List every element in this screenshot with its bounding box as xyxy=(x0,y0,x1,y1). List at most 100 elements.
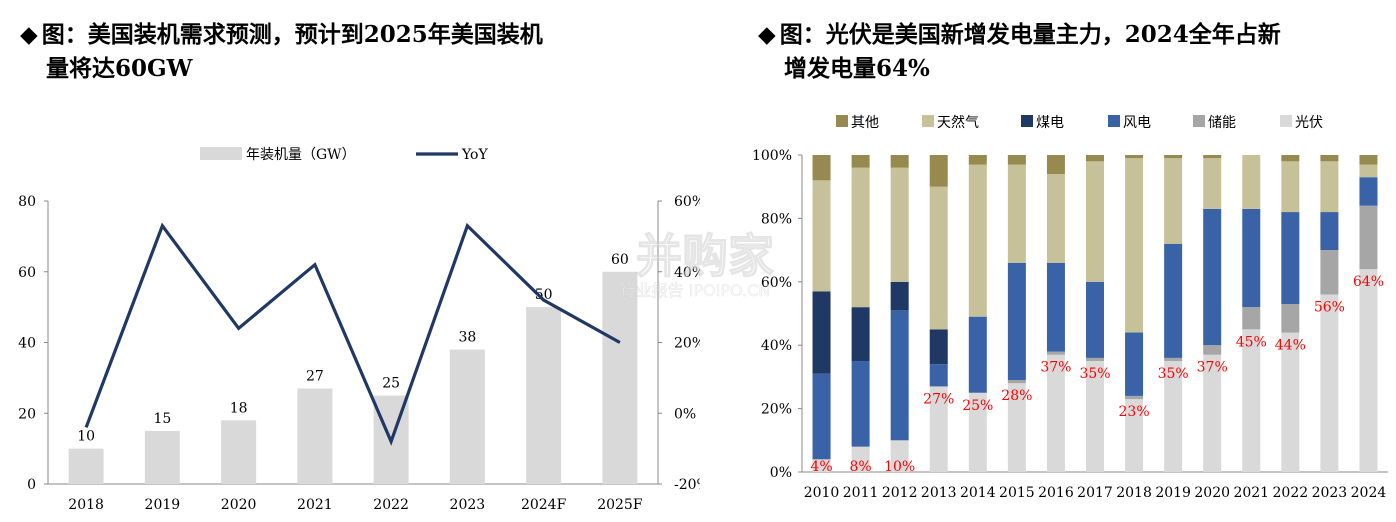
stacked-segment xyxy=(1281,332,1300,472)
stacked-segment xyxy=(1203,354,1222,472)
x-tick-label: 2025F xyxy=(597,497,643,513)
stacked-segment xyxy=(1046,351,1065,355)
stacked-segment xyxy=(1086,161,1104,282)
chart1-title-line1: 图：美国装机需求预测，预计到2025年美国装机 xyxy=(41,21,543,48)
stacked-segment xyxy=(890,281,909,311)
stacked-segment xyxy=(929,186,948,330)
chart2-title-line2: 增发电量64% xyxy=(784,55,930,82)
legend-label: 光伏 xyxy=(1295,115,1323,131)
stacked-segment xyxy=(812,155,831,181)
stacked-segment xyxy=(1086,155,1104,162)
left-tick-label: 80 xyxy=(18,194,36,210)
stacked-segment xyxy=(1125,158,1144,333)
stacked-segment xyxy=(812,459,831,472)
y-tick-label: 40% xyxy=(761,338,792,354)
stacked-segment xyxy=(1320,155,1339,162)
stacked-segment xyxy=(1164,357,1183,362)
legend-swatch xyxy=(922,115,934,127)
legend-swatch xyxy=(1193,115,1205,127)
diamond-bullet-icon: ◆ xyxy=(20,21,38,48)
legend-label: 风电 xyxy=(1123,115,1151,131)
legend-swatch-bar xyxy=(200,147,242,160)
right-tick-label: 60% xyxy=(674,194,700,210)
stacked-segment xyxy=(1007,383,1026,472)
solar-share-label: 8% xyxy=(849,459,871,475)
stacked-segment xyxy=(1203,345,1222,355)
bar xyxy=(221,420,257,484)
legend-swatch xyxy=(1021,115,1033,127)
solar-share-label: 35% xyxy=(1158,366,1189,382)
x-tick-label: 2018 xyxy=(1116,485,1152,501)
solar-share-label: 23% xyxy=(1119,404,1150,420)
x-tick-label: 2021 xyxy=(297,497,333,513)
solar-share-label: 64% xyxy=(1353,274,1384,290)
right-tick-label: 40% xyxy=(674,265,700,281)
stacked-segment xyxy=(1203,158,1222,209)
stacked-segment xyxy=(1164,243,1183,358)
bar xyxy=(602,271,638,484)
stacked-segment xyxy=(1203,155,1222,159)
x-tick-label: 2013 xyxy=(921,485,957,501)
bar xyxy=(297,388,333,484)
stacked-segment xyxy=(1320,250,1339,295)
legend-label: 储能 xyxy=(1208,115,1236,131)
y-tick-label: 20% xyxy=(761,402,792,418)
x-tick-label: 2019 xyxy=(1155,485,1191,501)
x-tick-label: 2023 xyxy=(450,497,486,513)
x-tick-label: 2014 xyxy=(960,485,996,501)
left-tick-label: 20 xyxy=(18,406,36,422)
diamond-bullet-icon: ◆ xyxy=(758,21,776,48)
solar-share-label: 45% xyxy=(1236,334,1267,350)
yoy-line xyxy=(84,222,621,446)
x-tick-label: 2023 xyxy=(1312,485,1348,501)
chart1-title: ◆ 图：美国装机需求预测，预计到2025年美国装机 量将达60GW xyxy=(20,18,700,86)
stacked-segment xyxy=(968,155,987,165)
bar xyxy=(526,307,562,484)
x-tick-label: 2021 xyxy=(1233,485,1269,501)
x-tick-label: 2019 xyxy=(145,497,181,513)
bar-data-label: 18 xyxy=(230,400,248,416)
stacked-segment xyxy=(1281,155,1300,162)
stacked-segment xyxy=(851,446,870,472)
x-tick-label: 2024F xyxy=(521,497,567,513)
x-tick-label: 2024 xyxy=(1351,485,1387,501)
stacked-segment xyxy=(1242,208,1261,308)
solar-share-label: 27% xyxy=(923,391,954,407)
stacked-segment xyxy=(1007,155,1026,165)
bar-data-label: 10 xyxy=(77,429,95,445)
stacked-segment xyxy=(1281,161,1300,213)
stacked-segment xyxy=(1359,177,1378,206)
y-tick-label: 100% xyxy=(752,148,792,164)
solar-share-label: 35% xyxy=(1079,366,1110,382)
stacked-segment xyxy=(890,167,909,282)
stacked-segment xyxy=(1242,307,1261,330)
x-tick-label: 2022 xyxy=(373,497,409,513)
bar xyxy=(144,430,180,484)
chart1-title-line2: 量将达60GW xyxy=(46,55,193,82)
stacked-segment xyxy=(1242,155,1261,209)
right-tick-label: 20% xyxy=(674,336,700,352)
legend-label: 煤电 xyxy=(1036,115,1064,131)
left-tick-label: 0 xyxy=(27,477,36,493)
stacked-segment xyxy=(1359,269,1378,472)
solar-share-label: 25% xyxy=(962,398,993,414)
stacked-segment xyxy=(968,392,987,472)
stacked-segment xyxy=(1086,281,1104,358)
solar-share-label: 10% xyxy=(884,459,915,475)
x-tick-label: 2015 xyxy=(999,485,1035,501)
stacked-segment xyxy=(1007,380,1026,384)
bar-data-label: 27 xyxy=(306,368,324,384)
y-tick-label: 60% xyxy=(761,275,792,291)
solar-share-label: 44% xyxy=(1275,338,1306,354)
stacked-segment xyxy=(1007,262,1026,381)
stacked-segment xyxy=(1320,161,1339,213)
x-tick-label: 2010 xyxy=(804,485,840,501)
stacked-segment xyxy=(1086,361,1104,472)
solar-share-label: 4% xyxy=(810,459,832,475)
chart2-title: ◆ 图：光伏是美国新增发电量主力，2024全年占新 增发电量64% xyxy=(758,18,1388,86)
y-tick-label: 80% xyxy=(761,211,792,227)
legend-label-bar: 年装机量（GW） xyxy=(246,147,356,163)
stacked-segment xyxy=(812,291,831,374)
stacked-segment xyxy=(1320,212,1339,251)
chart1-plot: 0 20 40 60 80 -20% 0% 20% 40% 60% 10 2018 15 2019 18 20… xyxy=(18,147,700,513)
